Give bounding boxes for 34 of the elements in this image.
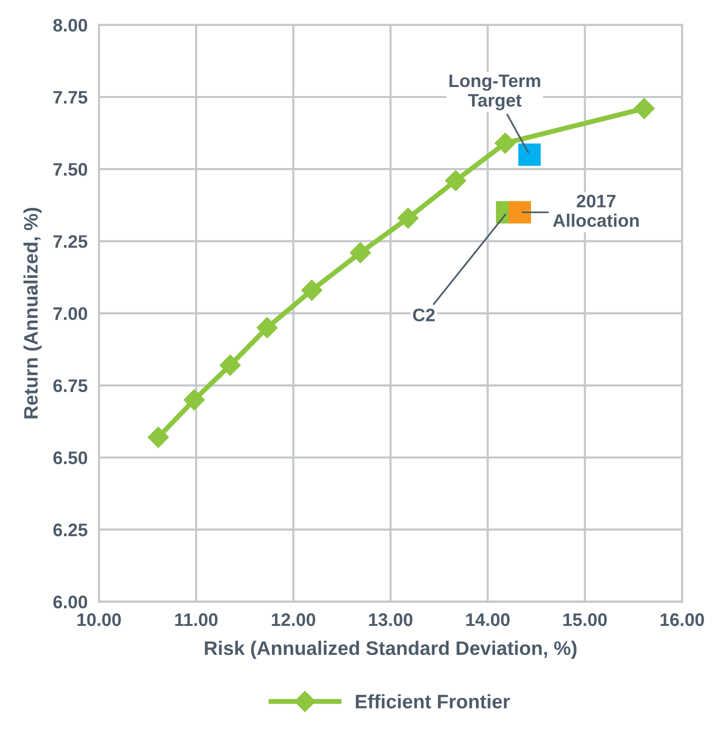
point xyxy=(148,426,169,448)
x-tick-label: 15.00 xyxy=(563,613,607,626)
y-tick-label: 7.75 xyxy=(53,91,88,104)
point xyxy=(518,143,541,166)
y-tick-label: 7.00 xyxy=(53,307,88,320)
annotation: 2017 Allocation xyxy=(552,194,639,227)
annotation: C2 xyxy=(413,308,435,322)
y-tick-label: 6.50 xyxy=(53,451,88,464)
y-tick-label: 7.25 xyxy=(53,235,88,248)
point xyxy=(184,389,205,410)
x-tick-label: 16.00 xyxy=(660,613,704,626)
y-tick-label: 7.50 xyxy=(53,163,88,176)
legend-label: Efficient Frontier xyxy=(356,694,510,708)
x-tick-label: 13.00 xyxy=(369,613,412,626)
x-tick-label: 14.00 xyxy=(466,613,510,626)
point xyxy=(508,201,531,224)
point xyxy=(350,242,371,264)
x-tick-label: 11.00 xyxy=(175,613,218,626)
point xyxy=(634,98,655,120)
y-tick-label: 6.25 xyxy=(53,524,88,536)
point xyxy=(445,170,466,192)
y-tick-label: 6.00 xyxy=(53,596,88,608)
point xyxy=(301,280,322,301)
x-axis-title: Risk (Annualized Standard Deviation, %) xyxy=(204,640,576,659)
x-tick-label: 12.00 xyxy=(272,613,316,626)
point xyxy=(256,317,278,338)
point xyxy=(398,208,419,229)
point xyxy=(494,132,516,154)
y-tick-label: 8.00 xyxy=(53,18,88,32)
y-axis-title: Return (Annualized, %) xyxy=(23,208,42,418)
point xyxy=(220,354,241,376)
y-tick-label: 6.75 xyxy=(53,379,88,392)
annotation: Long-Term Target xyxy=(450,74,540,110)
x-tick-label: 10.00 xyxy=(78,613,121,626)
